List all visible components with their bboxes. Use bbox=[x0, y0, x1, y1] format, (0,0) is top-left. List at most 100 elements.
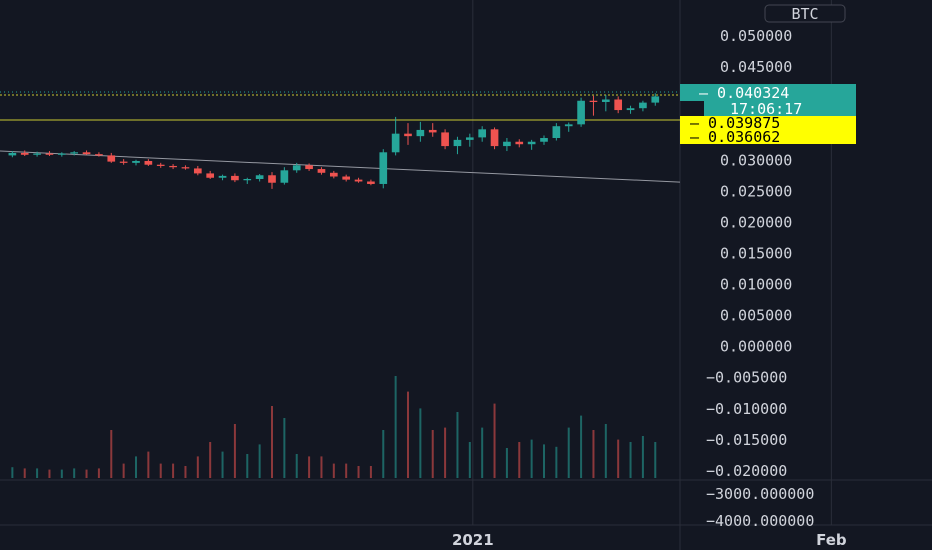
volume-bar bbox=[493, 403, 496, 478]
candle-body bbox=[577, 100, 585, 125]
candle-body bbox=[564, 124, 573, 127]
volume-bar bbox=[23, 468, 26, 478]
volume-bar bbox=[382, 430, 385, 478]
candle-body bbox=[465, 137, 474, 140]
volume-bar bbox=[567, 427, 570, 478]
level-2-label: – 0.036062 bbox=[690, 128, 780, 146]
volume-bar bbox=[60, 469, 63, 478]
candle-body bbox=[132, 160, 140, 163]
time-tick-label: 2021 bbox=[452, 531, 494, 549]
candle-body bbox=[317, 169, 326, 173]
volume-bar bbox=[233, 424, 236, 478]
candle-body bbox=[354, 179, 363, 182]
price-tick-label: 0.015000 bbox=[720, 245, 792, 263]
volume-bar bbox=[196, 456, 199, 478]
price-tick-label: −0.015000 bbox=[706, 431, 787, 449]
candle-body bbox=[268, 175, 276, 183]
time-axis: 2021 Feb bbox=[452, 531, 847, 549]
volume-bar bbox=[592, 430, 595, 478]
candle-body bbox=[305, 165, 313, 170]
volume-bar bbox=[135, 456, 137, 478]
volume-bar bbox=[283, 418, 286, 478]
volume-bar bbox=[357, 466, 360, 478]
volume-bar bbox=[641, 436, 644, 478]
volume-bar bbox=[518, 442, 521, 478]
candle-body bbox=[614, 99, 623, 111]
candle-body bbox=[181, 167, 190, 169]
candles bbox=[8, 93, 660, 189]
volume-bar bbox=[36, 468, 39, 478]
candle-body bbox=[33, 153, 41, 155]
candle-body bbox=[540, 138, 548, 142]
candle-body bbox=[379, 152, 388, 184]
last-price-label: – 0.040324 bbox=[699, 84, 789, 102]
volume-bar bbox=[604, 424, 607, 478]
volume-bar bbox=[468, 442, 471, 478]
volume-bar bbox=[345, 463, 348, 478]
candle-body bbox=[206, 173, 215, 178]
price-tick-label: 0.000000 bbox=[720, 338, 792, 356]
volume-bar bbox=[48, 469, 51, 478]
price-tick-label: 0.050000 bbox=[720, 27, 792, 45]
candle-body bbox=[367, 181, 375, 184]
candle-body bbox=[292, 165, 301, 171]
candle-body bbox=[82, 152, 91, 155]
volume-bar bbox=[295, 454, 298, 478]
candle-body bbox=[218, 175, 227, 178]
price-tick-label: −0.005000 bbox=[706, 369, 787, 387]
candle-body bbox=[169, 165, 177, 168]
candle-body bbox=[144, 160, 153, 165]
price-tick-label: 0.010000 bbox=[720, 276, 792, 294]
price-tick-label: 0.005000 bbox=[720, 307, 792, 325]
level-1-label: – 0.039875 bbox=[690, 114, 780, 132]
countdown-badge bbox=[704, 101, 856, 116]
candle-body bbox=[57, 153, 66, 155]
time-tick-label: Feb bbox=[816, 531, 847, 549]
candle-body bbox=[428, 129, 437, 133]
volume-bar bbox=[629, 442, 632, 478]
countdown-label: 17:06:17 bbox=[730, 100, 802, 118]
candle-body bbox=[193, 168, 202, 174]
volume-bar bbox=[332, 463, 335, 478]
candle-body bbox=[231, 175, 239, 181]
volume-bar bbox=[320, 456, 323, 478]
candle-body bbox=[441, 132, 449, 147]
volume-bar bbox=[110, 430, 113, 478]
volume-bar bbox=[419, 408, 422, 478]
candle-body bbox=[515, 141, 524, 145]
volume-bar bbox=[221, 451, 224, 478]
volume-bar bbox=[271, 406, 273, 478]
volume-bar bbox=[246, 454, 249, 478]
volume-bar bbox=[580, 415, 583, 478]
volume-bar bbox=[431, 430, 434, 478]
candle-body bbox=[156, 164, 165, 166]
volume-tick-label: −4000.000000 bbox=[706, 512, 814, 530]
candle-body bbox=[45, 153, 54, 155]
candle-body bbox=[107, 155, 116, 162]
volume-bar bbox=[159, 463, 162, 478]
candle-body bbox=[342, 176, 351, 180]
candle-body bbox=[404, 133, 412, 137]
candle-body bbox=[626, 108, 635, 111]
candle-body bbox=[391, 133, 400, 153]
candle-body bbox=[589, 100, 598, 102]
candle-body bbox=[8, 152, 17, 156]
volume-bar bbox=[73, 468, 76, 478]
volume-bar bbox=[147, 451, 150, 478]
currency-badge bbox=[764, 4, 846, 23]
candle-body bbox=[20, 152, 29, 155]
candle-body bbox=[95, 154, 103, 156]
candle-body bbox=[119, 161, 128, 163]
price-tick-label: −0.010000 bbox=[706, 400, 787, 418]
candle-body bbox=[453, 139, 462, 147]
volume-bar bbox=[394, 376, 397, 478]
candle-body bbox=[503, 141, 511, 147]
candle-body bbox=[243, 179, 252, 181]
volume-bar bbox=[407, 391, 409, 478]
candle-body bbox=[639, 102, 647, 109]
volume-bar bbox=[258, 444, 261, 478]
volume-bar bbox=[308, 456, 311, 478]
volume-bar bbox=[505, 448, 508, 478]
